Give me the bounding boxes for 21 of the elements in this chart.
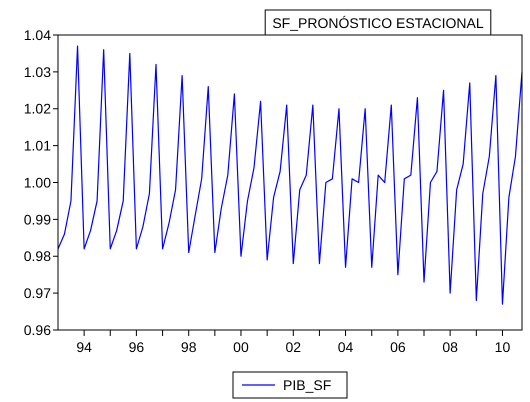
y-tick-label: 1.03 xyxy=(24,64,52,80)
chart-title: SF_PRONÓSTICO ESTACIONAL xyxy=(272,15,484,31)
x-tick-label: 02 xyxy=(286,339,302,355)
x-tick-label: 98 xyxy=(180,339,197,355)
x-tick-label: 10 xyxy=(494,339,510,355)
y-tick-label: 0.99 xyxy=(24,211,52,228)
x-tick-label: 04 xyxy=(338,339,354,355)
y-tick-label: 0.98 xyxy=(24,248,52,264)
x-tick-label: 94 xyxy=(76,339,92,355)
y-tick-label: 1.04 xyxy=(24,26,52,43)
x-tick-label: 96 xyxy=(128,339,144,355)
x-tick-label: 06 xyxy=(390,339,406,355)
legend-label: PIB_SF xyxy=(283,377,332,393)
y-tick-label: 1.02 xyxy=(24,100,52,117)
y-tick-label: 0.96 xyxy=(24,322,52,338)
y-tick-label: 1.01 xyxy=(24,138,52,154)
x-tick-label: 08 xyxy=(442,339,458,355)
y-tick-label: 1.00 xyxy=(24,174,52,190)
line-series xyxy=(58,45,523,305)
x-tick-label: 00 xyxy=(233,339,249,355)
y-tick-label: 0.97 xyxy=(24,285,52,302)
